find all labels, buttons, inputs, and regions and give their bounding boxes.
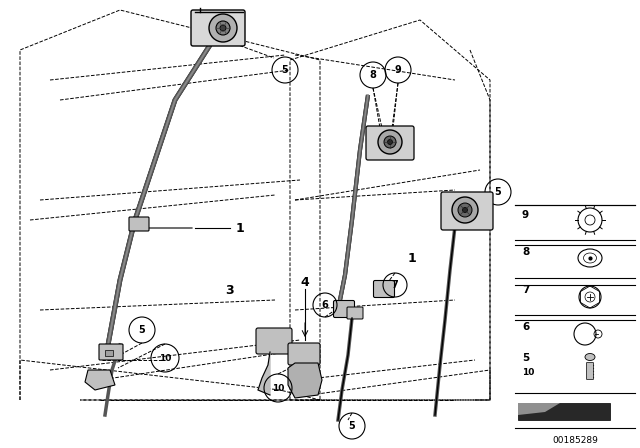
Text: 9: 9 bbox=[522, 210, 529, 220]
Circle shape bbox=[378, 130, 402, 154]
Text: 5: 5 bbox=[139, 325, 145, 335]
Text: 6: 6 bbox=[322, 300, 328, 310]
FancyBboxPatch shape bbox=[288, 343, 320, 365]
Text: 5: 5 bbox=[349, 421, 355, 431]
FancyBboxPatch shape bbox=[256, 328, 292, 354]
Circle shape bbox=[463, 207, 467, 212]
Text: 3: 3 bbox=[226, 284, 234, 297]
Text: 10: 10 bbox=[272, 383, 284, 392]
Text: 7: 7 bbox=[392, 280, 398, 290]
Circle shape bbox=[216, 21, 230, 35]
Text: 10: 10 bbox=[522, 367, 534, 376]
FancyBboxPatch shape bbox=[366, 126, 414, 160]
Text: 5: 5 bbox=[495, 187, 501, 197]
Text: 4: 4 bbox=[301, 276, 309, 289]
FancyBboxPatch shape bbox=[99, 344, 123, 360]
Text: 5: 5 bbox=[522, 353, 529, 363]
Circle shape bbox=[384, 136, 396, 148]
Text: 8: 8 bbox=[369, 70, 376, 80]
Circle shape bbox=[387, 139, 392, 145]
Polygon shape bbox=[518, 403, 560, 415]
Bar bbox=[105, 350, 113, 356]
FancyBboxPatch shape bbox=[586, 362, 593, 379]
FancyBboxPatch shape bbox=[129, 217, 149, 231]
FancyBboxPatch shape bbox=[191, 10, 245, 46]
Text: 5: 5 bbox=[282, 65, 289, 75]
Text: 10: 10 bbox=[159, 353, 171, 362]
Text: 1: 1 bbox=[408, 251, 417, 264]
Polygon shape bbox=[85, 370, 115, 390]
FancyBboxPatch shape bbox=[333, 301, 355, 318]
Text: 6: 6 bbox=[522, 322, 529, 332]
Circle shape bbox=[452, 197, 478, 223]
Text: 9: 9 bbox=[395, 65, 401, 75]
Text: 00185289: 00185289 bbox=[552, 435, 598, 444]
Text: 8: 8 bbox=[522, 247, 529, 257]
Polygon shape bbox=[258, 352, 270, 395]
FancyBboxPatch shape bbox=[374, 280, 394, 297]
Circle shape bbox=[220, 25, 226, 31]
FancyBboxPatch shape bbox=[441, 192, 493, 230]
Polygon shape bbox=[518, 403, 610, 420]
Ellipse shape bbox=[585, 353, 595, 361]
Circle shape bbox=[458, 203, 472, 217]
Polygon shape bbox=[288, 363, 322, 398]
Text: 7: 7 bbox=[522, 285, 529, 295]
FancyBboxPatch shape bbox=[347, 307, 363, 319]
Circle shape bbox=[209, 14, 237, 42]
Text: 1: 1 bbox=[236, 221, 244, 234]
